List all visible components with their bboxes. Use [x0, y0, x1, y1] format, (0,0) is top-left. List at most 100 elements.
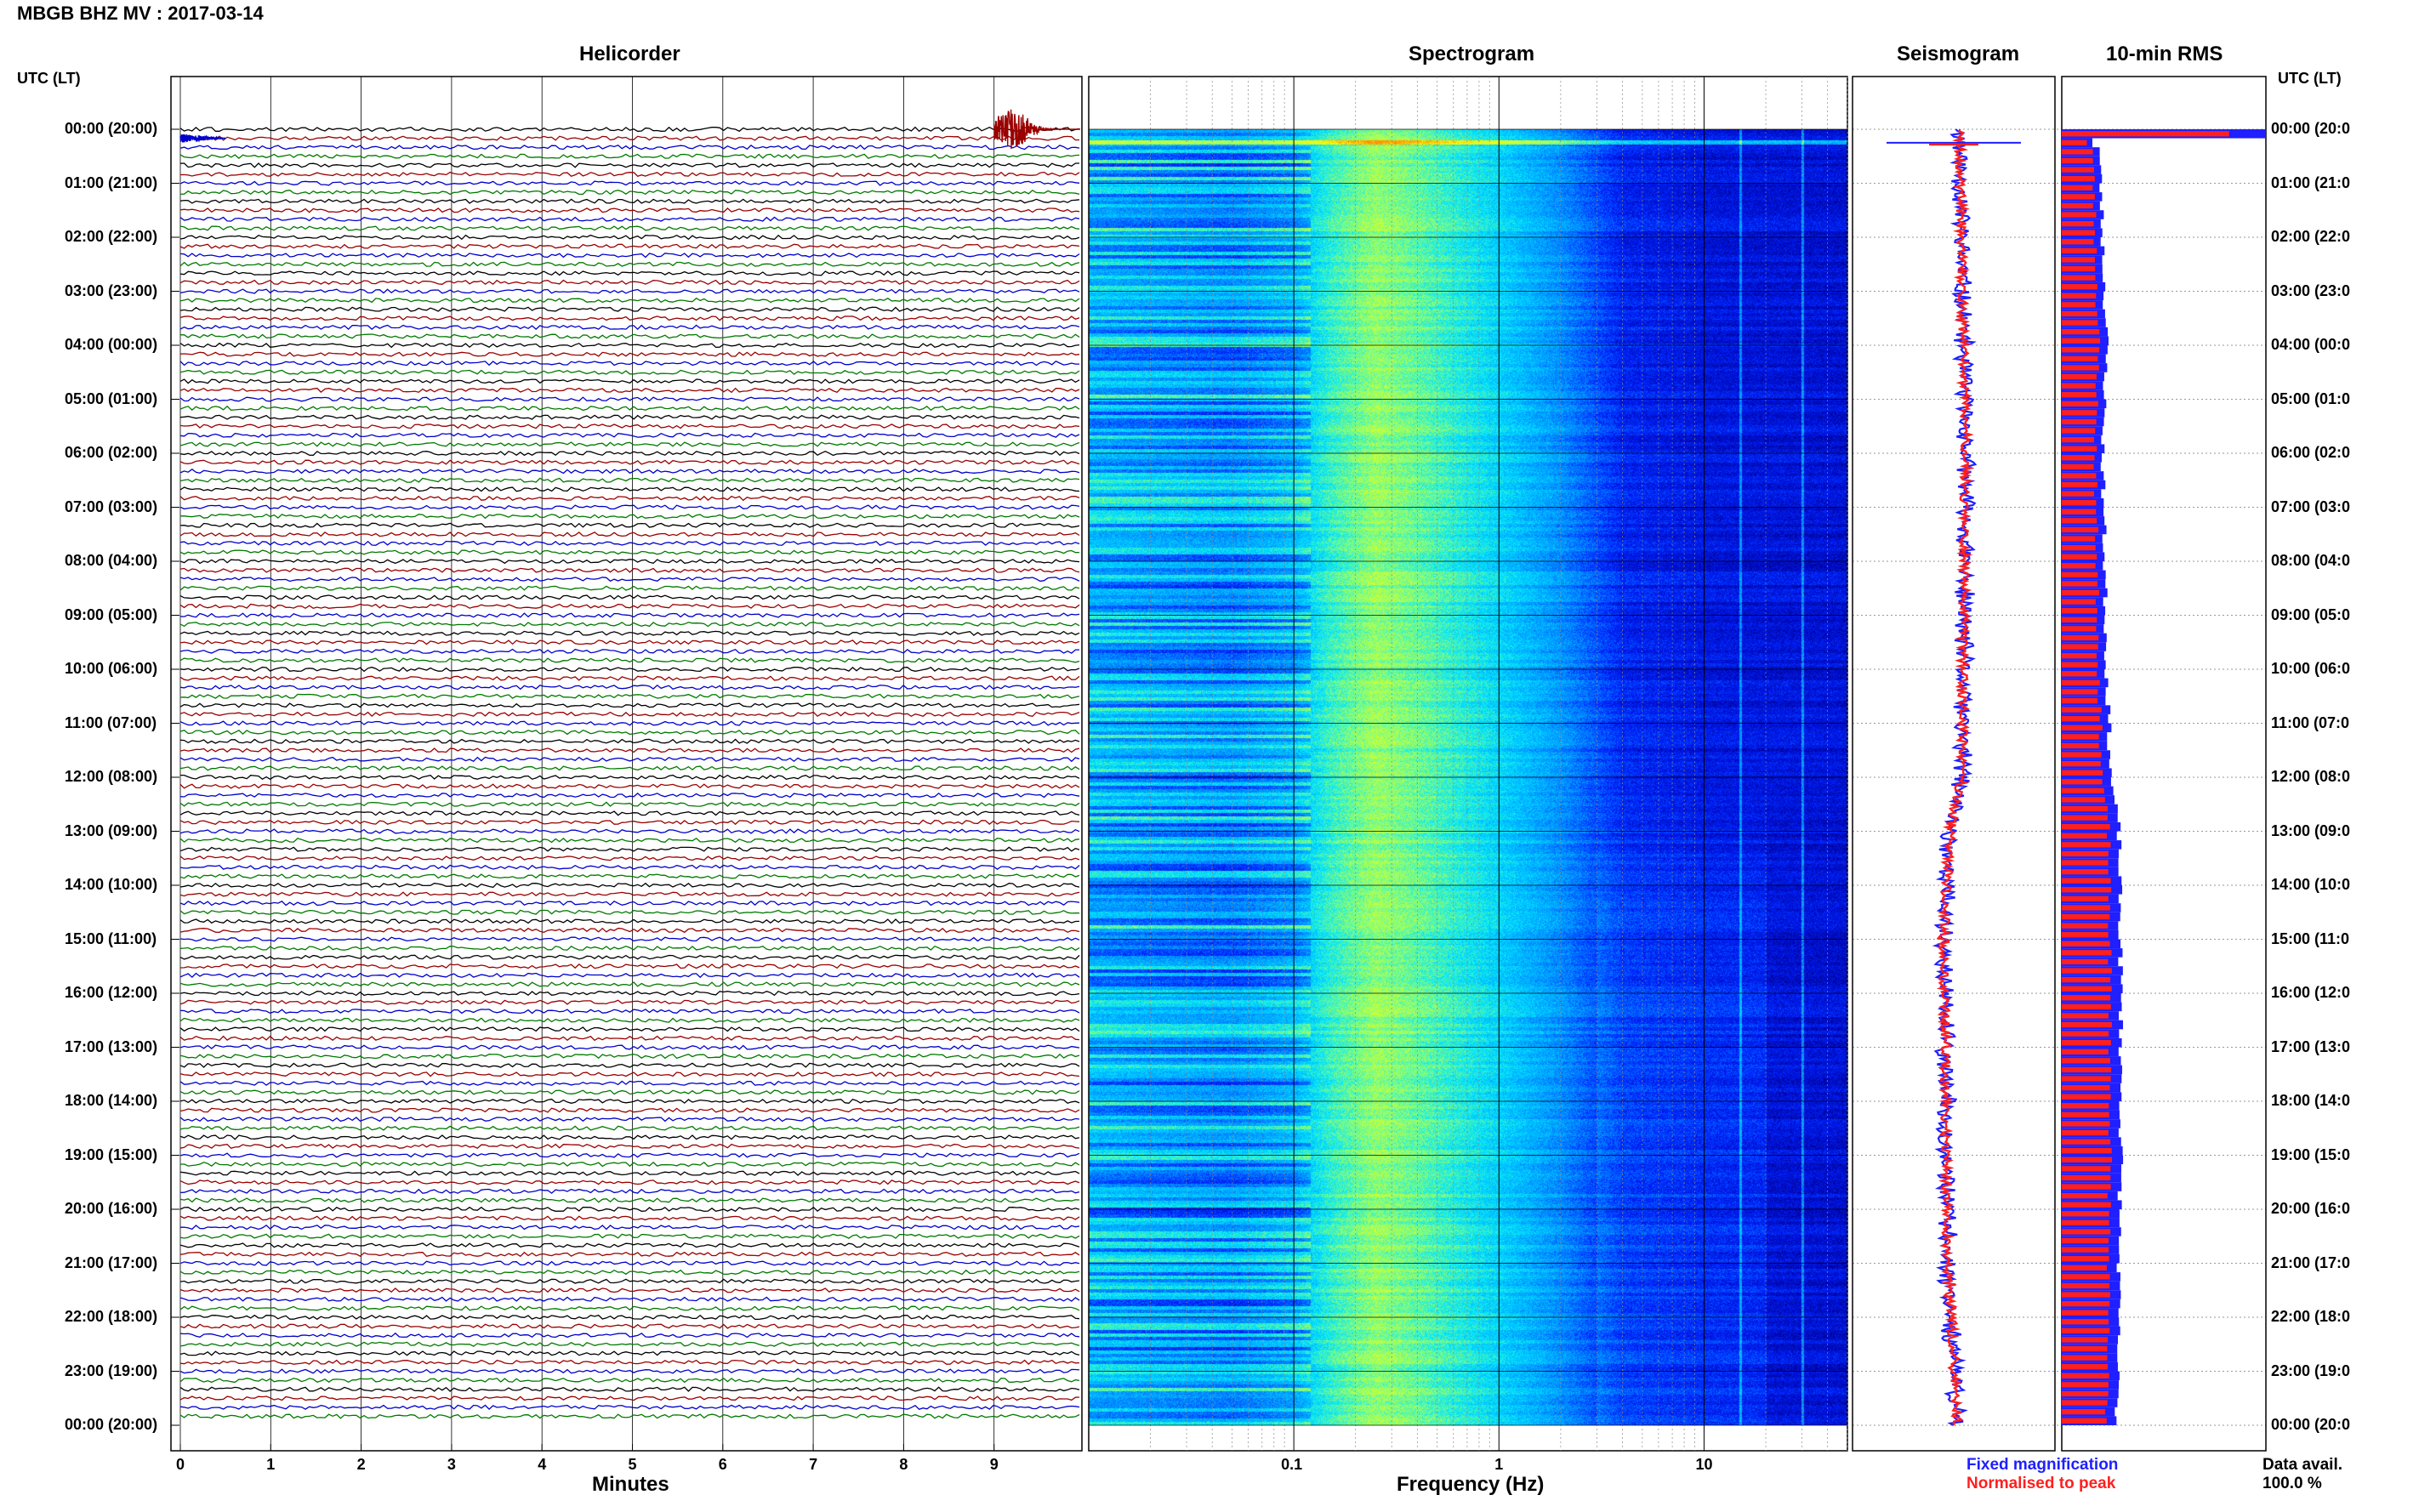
rms-bar-normalised: [2062, 446, 2097, 452]
time-label-right: 09:00 (05:0: [2271, 605, 2351, 623]
helicorder-trace: [179, 342, 1080, 349]
rms-bar-normalised: [2062, 230, 2096, 236]
helicorder-trace: [179, 1026, 1080, 1032]
helicorder-trace: [179, 459, 1080, 465]
rms-bar-normalised: [2062, 247, 2097, 254]
rms-bar-normalised: [2062, 1084, 2110, 1091]
rms-bar-normalised: [2062, 1247, 2109, 1253]
seismogram-frame: [1852, 76, 2056, 1452]
rms-bar-normalised: [2062, 383, 2096, 389]
rms-bar-normalised: [2062, 805, 2108, 812]
spectrogram-frame: [1088, 76, 1848, 1452]
time-label-right: 21:00 (17:0: [2271, 1253, 2351, 1271]
helicorder-trace: [179, 351, 1080, 357]
rms-bar-normalised: [2062, 473, 2097, 479]
rms-bar-normalised: [2062, 950, 2112, 956]
utc-label-left: UTC (LT): [17, 70, 81, 87]
rms-bar-normalised: [2062, 563, 2096, 569]
rms-bar-normalised: [2062, 878, 2111, 884]
rms-bar-normalised: [2062, 1094, 2111, 1100]
time-label-right: 14:00 (10:0: [2271, 876, 2351, 893]
helicorder-trace: [179, 468, 1080, 475]
helicorder-trace: [179, 540, 1080, 546]
helicorder-x-tick-label: 8: [899, 1456, 908, 1473]
rms-bar-normalised: [2062, 1256, 2109, 1262]
helicorder-trace: [179, 378, 1080, 384]
helicorder-trace: [179, 387, 1080, 394]
time-label-right: 04:00 (00:0: [2271, 336, 2351, 353]
time-label-right: 03:00 (23:0: [2271, 281, 2351, 299]
helicorder-trace: [179, 1368, 1080, 1374]
helicorder-trace: [179, 441, 1080, 447]
rms-bar-normalised: [2062, 1148, 2112, 1154]
rms-bar-normalised: [2062, 275, 2096, 281]
helicorder-trace: [179, 1341, 1080, 1347]
rms-bar-normalised: [2062, 905, 2110, 911]
helicorder-trace: [179, 954, 1080, 960]
rms-title: 10-min RMS: [2106, 43, 2223, 65]
rms-bar-normalised: [2062, 149, 2093, 155]
rms-bar-normalised: [2062, 986, 2112, 992]
rms-bar-normalised: [2062, 976, 2111, 983]
time-label-right: 20:00 (16:0: [2271, 1200, 2351, 1217]
rms-bar-normalised: [2062, 328, 2100, 335]
time-label-left: 02:00 (22:00): [65, 228, 158, 245]
rms-bar-normalised: [2062, 257, 2095, 263]
time-label-left: 07:00 (03:00): [65, 497, 158, 515]
helicorder-trace: [179, 1170, 1080, 1176]
helicorder-trace: [179, 792, 1080, 799]
helicorder-trace: [179, 972, 1080, 979]
rms-bar-normalised: [2062, 220, 2094, 227]
helicorder-trace: [179, 504, 1080, 510]
seismogram-normalised-trace: [1936, 128, 1975, 1426]
helicorder-trace: [179, 1089, 1080, 1095]
rms-bar-normalised: [2062, 1390, 2109, 1397]
rms-bar-normalised: [2062, 1337, 2109, 1343]
helicorder-trace: [179, 522, 1080, 528]
helicorder-trace: [179, 180, 1080, 186]
spectrogram-title: Spectrogram: [1409, 43, 1535, 65]
rms-bar-normalised: [2062, 185, 2093, 190]
rms-bar-normalised: [2062, 139, 2087, 146]
helicorder-trace: [179, 1107, 1080, 1113]
time-label-right: 22:00 (18:0: [2271, 1308, 2351, 1325]
time-label-right: 02:00 (22:0: [2271, 228, 2351, 245]
rms-bar-normalised: [2062, 401, 2098, 406]
time-label-right: 08:00 (04:0: [2271, 552, 2351, 569]
helicorder-x-tick-label: 2: [356, 1456, 366, 1473]
time-label-right: 18:00 (14:0: [2271, 1092, 2351, 1109]
helicorder-trace: [179, 549, 1080, 555]
helicorder-trace: [179, 207, 1080, 213]
helicorder-trace: [179, 657, 1080, 663]
helicorder-x-tick-label: 1: [266, 1456, 276, 1473]
rms-bar-normalised: [2062, 742, 2099, 749]
helicorder-trace: [179, 1314, 1080, 1321]
helicorder-trace: [179, 882, 1080, 889]
rms-bar-normalised: [2062, 734, 2099, 740]
rms-bar-normalised: [2062, 265, 2096, 272]
time-label-left: 16:00 (12:00): [65, 984, 158, 1001]
helicorder-trace: [179, 189, 1080, 196]
helicorder-trace: [179, 666, 1080, 673]
helicorder-trace: [179, 450, 1080, 457]
rms-bar-normalised: [2062, 1066, 2112, 1073]
spectrogram-x-tick-label: 1: [1494, 1456, 1504, 1473]
rms-bar-normalised: [2062, 797, 2105, 803]
helicorder-trace: [179, 1377, 1080, 1384]
helicorder-trace: [179, 1188, 1080, 1194]
rms-bar-normalised: [2062, 860, 2109, 866]
helicorder-trace: [179, 1062, 1080, 1068]
helicorder-event-trace: [179, 134, 226, 144]
rms-bar-normalised: [2062, 617, 2097, 622]
time-label-left: 20:00 (16:00): [65, 1200, 158, 1217]
helicorder-trace: [179, 513, 1080, 520]
time-label-right: 19:00 (15:0: [2271, 1145, 2351, 1163]
time-label-left: 10:00 (06:00): [65, 660, 158, 677]
rms-bar-normalised: [2062, 779, 2103, 785]
helicorder-trace: [179, 1179, 1080, 1185]
rms-bar-normalised: [2062, 1202, 2111, 1208]
helicorder-trace: [179, 1287, 1080, 1293]
helicorder-trace: [179, 783, 1080, 789]
